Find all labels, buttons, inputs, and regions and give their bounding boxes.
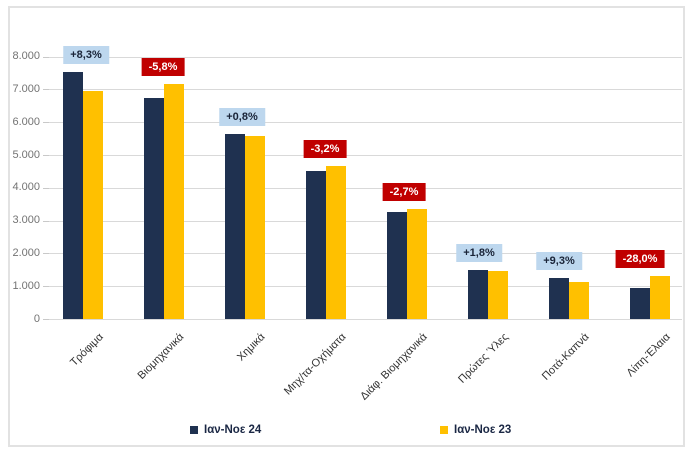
bar-ian-noe-24: [63, 72, 83, 319]
bar-ian-noe-24: [144, 97, 164, 319]
bar-ian-noe-23: [650, 275, 670, 319]
y-axis-label: 8.000: [12, 50, 40, 63]
gridline: [48, 319, 682, 320]
gridline: [48, 122, 682, 124]
bar-ian-noe-23: [164, 84, 184, 319]
legend-item: Ιαν-Νοε 23: [440, 424, 511, 436]
bar-ian-noe-23: [407, 208, 427, 319]
y-axis-label: 6.000: [12, 115, 40, 128]
change-badge: +1,8%: [456, 244, 502, 263]
legend-label: Ιαν-Νοε 24: [204, 424, 262, 436]
y-axis-tick: [43, 253, 49, 255]
bar-ian-noe-23: [488, 271, 508, 319]
change-badge: +0,8%: [219, 108, 265, 127]
bar-ian-noe-24: [387, 211, 407, 319]
y-axis-label: 3.000: [12, 214, 40, 227]
bar-ian-noe-23: [569, 281, 589, 319]
y-axis-tick: [43, 319, 49, 320]
chart-frame: [8, 6, 685, 447]
y-axis-tick: [43, 286, 49, 288]
gridline: [48, 220, 682, 222]
change-badge: -3,2%: [303, 139, 347, 158]
bar-ian-noe-24: [630, 287, 650, 319]
y-axis-label: 5.000: [12, 148, 40, 161]
bar-ian-noe-23: [83, 91, 103, 319]
gridline: [48, 56, 682, 58]
y-axis-tick: [43, 220, 49, 222]
bar-ian-noe-23: [245, 135, 265, 319]
gridline: [48, 89, 682, 91]
y-axis-tick: [43, 89, 49, 91]
change-badge: -5,8%: [141, 58, 185, 77]
legend-swatch-icon: [440, 426, 448, 434]
y-axis-tick: [43, 122, 49, 124]
legend-swatch-icon: [190, 426, 198, 434]
bar-ian-noe-24: [468, 270, 488, 319]
change-badge: +9,3%: [536, 252, 582, 271]
gridline: [48, 155, 682, 156]
y-axis-label: 4.000: [12, 181, 40, 194]
gridline: [48, 286, 682, 288]
bar-ian-noe-24: [549, 278, 569, 319]
y-axis-label: 1.000: [12, 279, 40, 292]
legend-item: Ιαν-Νοε 24: [190, 424, 261, 436]
gridline: [48, 187, 682, 189]
change-badge: +8,3%: [63, 46, 109, 65]
change-badge: -2,7%: [382, 182, 426, 201]
y-axis-label: 0: [33, 312, 40, 325]
bar-ian-noe-23: [326, 165, 346, 319]
bar-ian-noe-24: [225, 134, 245, 319]
legend-label: Ιαν-Νοε 23: [454, 424, 512, 436]
gridline: [48, 253, 682, 255]
y-axis-tick: [43, 187, 49, 189]
y-axis-tick: [43, 155, 49, 156]
change-badge: -28,0%: [615, 249, 665, 268]
y-axis-label: 7.000: [12, 82, 40, 95]
bar-ian-noe-24: [306, 170, 326, 319]
y-axis-tick: [43, 56, 49, 58]
y-axis-label: 2.000: [12, 246, 40, 259]
